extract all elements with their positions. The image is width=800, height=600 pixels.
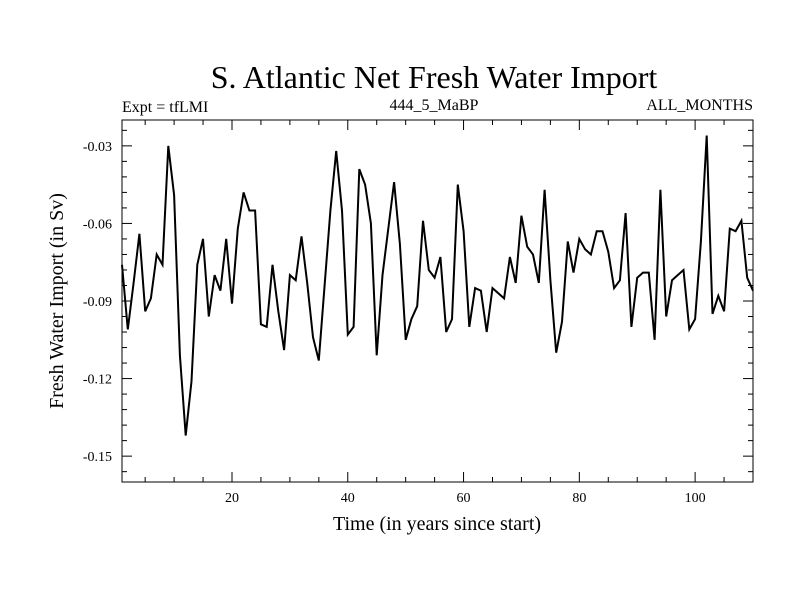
chart-title: S. Atlantic Net Fresh Water Import (211, 59, 658, 95)
chart-subtitle-center: 444_5_MaBP (390, 97, 479, 114)
y-tick-label: -0.15 (83, 450, 112, 465)
y-axis-label: Fresh Water Import (in Sv) (46, 193, 68, 409)
series-line (121, 135, 754, 436)
plot-frame (121, 119, 754, 483)
y-tick-label: -0.03 (83, 140, 112, 155)
x-tick-label: 100 (685, 491, 706, 506)
chart-subtitle-right: ALL_MONTHS (646, 97, 753, 114)
x-tick-label: 40 (341, 491, 355, 506)
axis-ticks: 20 40 60 80 100 -0.15 -0.12 -0.09 -0.06 -0.03 (83, 120, 754, 506)
y-tick-label: -0.09 (83, 295, 112, 310)
chart-subtitle-left: Expt = tfLMI (122, 99, 208, 116)
y-tick-label: -0.12 (83, 373, 112, 388)
x-tick-label: 60 (457, 491, 471, 506)
x-tick-label: 80 (572, 491, 586, 506)
y-tick-label: -0.06 (83, 217, 112, 232)
x-axis-label: Time (in years since start) (333, 513, 541, 535)
x-tick-label: 20 (225, 491, 239, 506)
series-group (121, 135, 754, 436)
